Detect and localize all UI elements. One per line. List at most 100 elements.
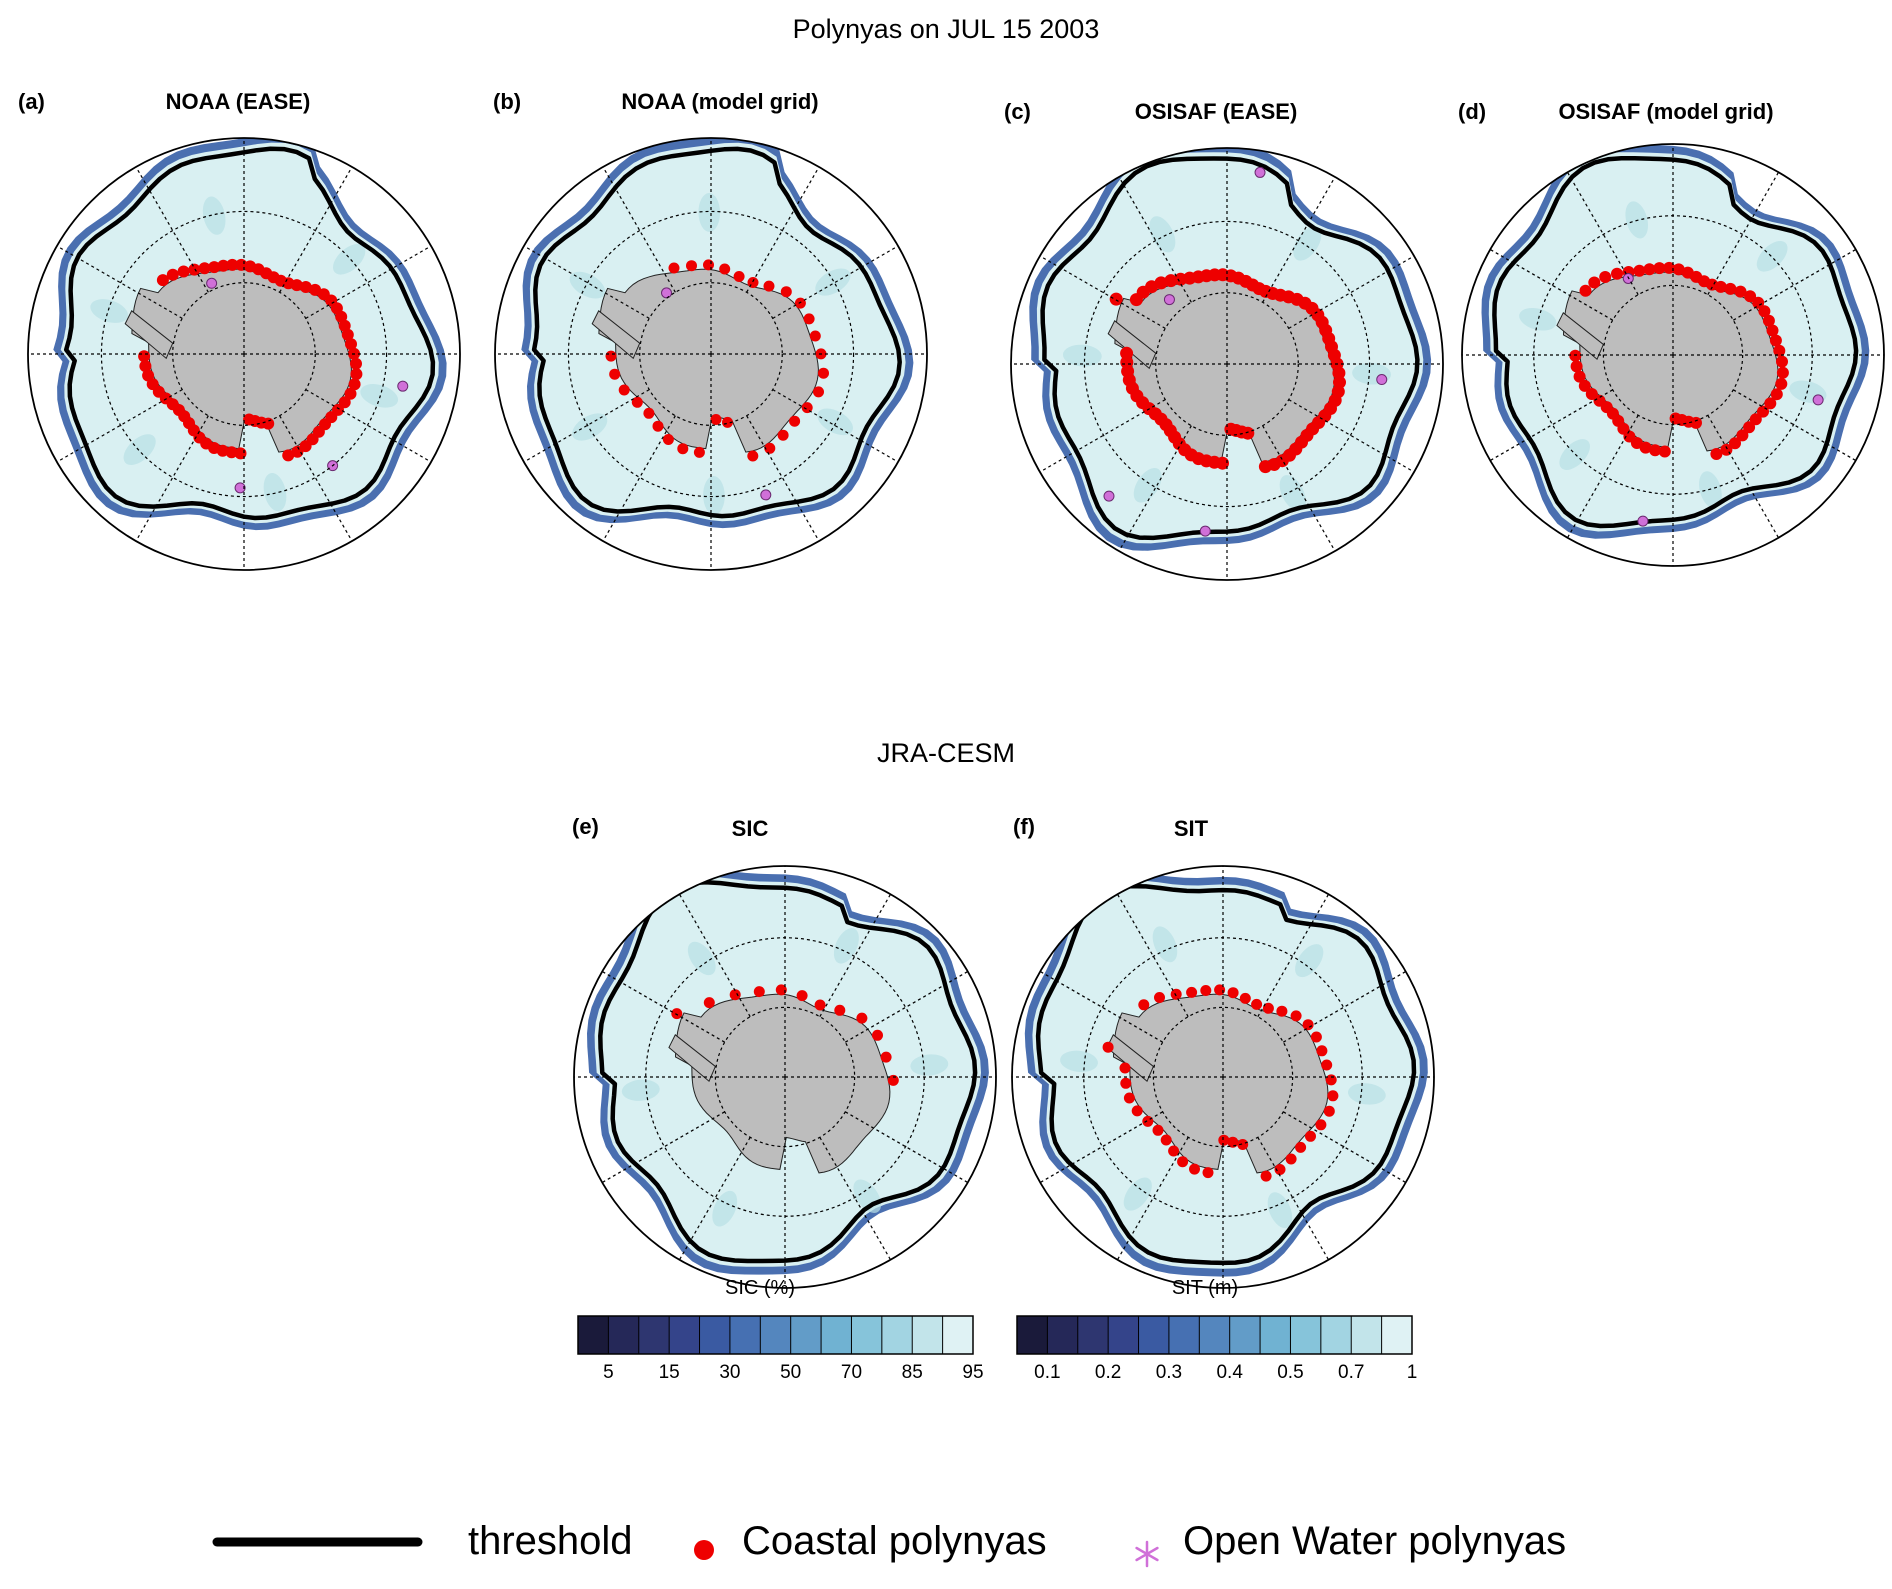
map-frame — [27, 137, 461, 571]
coastal-polynya — [1729, 437, 1741, 450]
coastal-polynya — [747, 450, 759, 462]
meridian — [746, 415, 820, 542]
coastal-polynya — [1202, 1167, 1214, 1179]
latitude-circle — [639, 282, 783, 426]
threshold-contour — [1035, 883, 1417, 1266]
coastal-polynya — [703, 259, 714, 271]
meridian — [135, 166, 209, 293]
ice-texture — [703, 476, 725, 515]
meridian — [279, 166, 353, 293]
coastal-polynya — [1714, 280, 1727, 293]
figure-subtitle: JRA-CESM — [876, 738, 1015, 768]
coastal-polynya — [1669, 412, 1682, 425]
coastal-polynya — [1734, 285, 1747, 298]
coastal-polynya — [1315, 1119, 1327, 1131]
colorbar-swatch — [912, 1316, 944, 1354]
coastal-polynya — [177, 265, 190, 278]
coastal-polynya — [1570, 360, 1583, 373]
coastal-polynya — [138, 350, 151, 363]
coastal-polynya — [609, 368, 621, 380]
coastal-polynya — [1749, 413, 1762, 426]
panel-title-a: NOAA (EASE) — [165, 89, 311, 114]
map-content — [1024, 872, 1428, 1277]
map-content — [53, 138, 447, 531]
coastal-polynya — [1325, 1074, 1337, 1086]
coastal-polynya — [753, 986, 765, 998]
coastal-polynya — [1658, 445, 1671, 458]
latitude-circle — [1602, 284, 1744, 426]
ice-texture — [687, 941, 716, 976]
coastal-polynya — [1643, 263, 1656, 276]
ice-texture — [263, 472, 287, 512]
latitude-circle — [100, 210, 388, 498]
latitude-circle — [1152, 1006, 1294, 1148]
map-content — [587, 868, 989, 1275]
threshold-contour — [531, 146, 902, 519]
colorbar-frame — [1016, 1315, 1413, 1355]
coastal-polynya — [1593, 394, 1606, 407]
legend-coastal-label: Coastal polynyas — [742, 1519, 1047, 1563]
colorbar-swatch — [1351, 1316, 1383, 1354]
coastal-polynya — [1123, 1092, 1135, 1104]
coastal-polynya — [719, 263, 731, 275]
meridian — [1039, 399, 1166, 473]
coastal-polynya — [225, 446, 238, 459]
graticule — [574, 866, 996, 1288]
colorbar-tick: 0.7 — [1338, 1362, 1365, 1383]
ice-texture — [621, 1079, 660, 1101]
coastal-polynya — [1186, 986, 1198, 998]
coastal-polynya — [729, 989, 741, 1001]
coastal-polynya — [1290, 1010, 1302, 1022]
colorbar-tick: 0.4 — [1216, 1362, 1243, 1383]
coastal-polynya — [1120, 355, 1134, 369]
coastal-polynya — [1305, 1130, 1316, 1142]
antarctic-peninsula — [1556, 312, 1604, 361]
panel-title-c: OSISAF (EASE) — [1134, 99, 1298, 124]
open-water-polynya — [206, 277, 218, 289]
coastal-polynya — [1218, 1134, 1230, 1146]
coastal-polynya — [348, 378, 361, 391]
coastal-polynya — [188, 263, 201, 276]
ice-texture — [698, 193, 721, 232]
coastal-polynya — [686, 260, 697, 272]
coastal-polynya — [1579, 284, 1592, 297]
map-panel-e — [573, 865, 997, 1289]
coastal-polynya — [887, 1074, 899, 1086]
coastal-polynya — [1316, 1045, 1328, 1057]
colorbar-swatch — [760, 1316, 792, 1354]
coastal-polynya — [834, 1004, 846, 1016]
latitude-circle — [172, 282, 316, 426]
coastal-polynya — [794, 297, 806, 309]
coastal-polynya — [1189, 1163, 1200, 1175]
meridian — [602, 415, 676, 542]
colorbar-swatch — [790, 1316, 822, 1354]
coastal-polynya — [693, 446, 705, 458]
coastal-polynya — [618, 384, 630, 396]
meridian — [1262, 176, 1336, 303]
coastal-polynya — [872, 1029, 883, 1041]
coastal-polynya — [1569, 349, 1582, 362]
colorbar-swatch — [1077, 1316, 1109, 1354]
coastal-polynya — [290, 279, 303, 292]
colorbar-swatch — [851, 1316, 883, 1354]
panel-tag-b: (b) — [493, 89, 522, 114]
coastal-polynya — [243, 413, 256, 426]
coastal-polynya — [1164, 274, 1178, 288]
coastal-polynya — [1775, 377, 1788, 390]
coastal-polynya — [1227, 987, 1239, 999]
coastal-polynya — [643, 407, 655, 419]
ice-texture — [1133, 467, 1162, 503]
ice-texture — [1293, 226, 1322, 261]
open-water-polynya — [397, 380, 409, 392]
coastal-polynya — [1154, 276, 1168, 290]
coastal-polynya — [1736, 429, 1749, 442]
colorbar-sic — [577, 1315, 974, 1355]
coastal-polynya — [1776, 366, 1789, 379]
panel-title-e: SIC — [731, 816, 769, 841]
coastal-polynya — [809, 330, 821, 342]
coastal-polynya — [1302, 1019, 1314, 1031]
legend-threshold-label: threshold — [468, 1519, 633, 1563]
coastal-polynya — [1764, 397, 1777, 410]
map-panel-d — [1461, 143, 1885, 567]
coastal-polynya — [710, 414, 722, 425]
